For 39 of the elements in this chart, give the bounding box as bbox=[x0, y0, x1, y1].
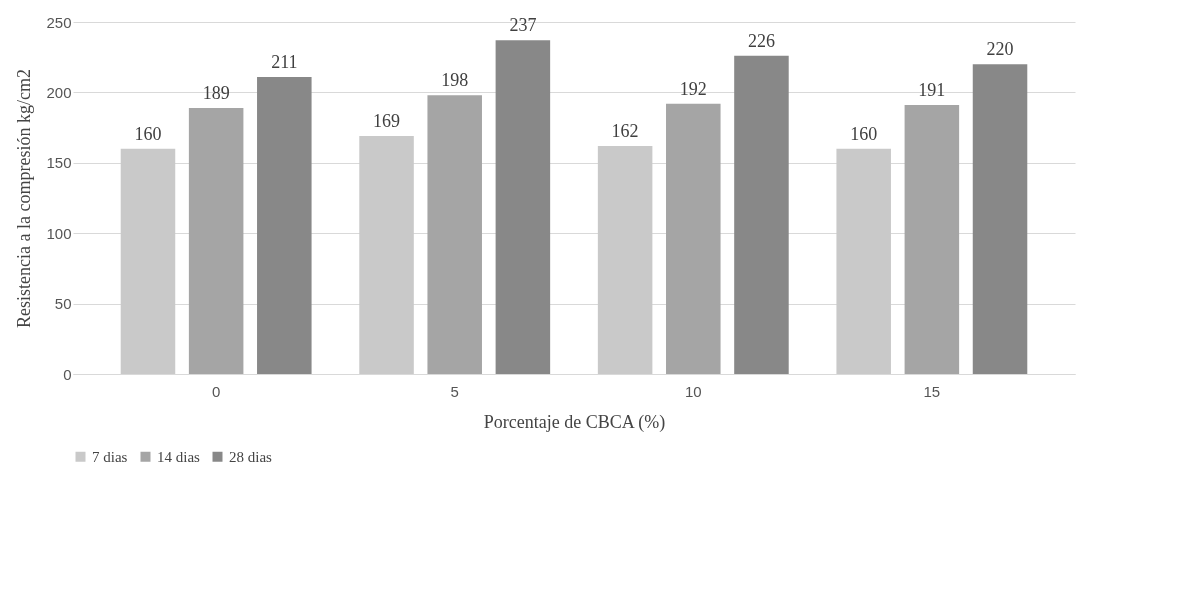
x-tick-label: 10 bbox=[684, 382, 702, 400]
data-label: 226 bbox=[747, 30, 775, 51]
x-tick-label: 15 bbox=[923, 382, 941, 400]
data-label: 220 bbox=[986, 39, 1014, 60]
y-axis-title: Resistencia a la compresión kg/cm2 bbox=[14, 69, 35, 328]
bar bbox=[972, 64, 1028, 374]
bar bbox=[597, 145, 653, 374]
bar bbox=[120, 148, 176, 374]
data-label: 160 bbox=[850, 123, 878, 144]
bar bbox=[359, 136, 414, 374]
data-label: 237 bbox=[509, 15, 537, 36]
bar bbox=[257, 76, 312, 374]
data-label: 192 bbox=[679, 78, 707, 99]
data-label: 189 bbox=[202, 82, 230, 103]
x-axis-title: Porcentaje de CBCA (%) bbox=[483, 411, 666, 433]
y-tick-label: 250 bbox=[46, 13, 72, 31]
bar bbox=[495, 40, 551, 374]
data-label: 211 bbox=[271, 51, 298, 72]
legend-label: 7 dias bbox=[92, 448, 128, 465]
y-tick-label: 150 bbox=[46, 154, 72, 172]
bar bbox=[904, 105, 960, 374]
x-tick-label: 5 bbox=[450, 382, 459, 400]
data-label: 169 bbox=[373, 111, 401, 132]
data-label: 191 bbox=[918, 80, 946, 101]
bar bbox=[666, 103, 721, 374]
x-tick-label: 0 bbox=[211, 382, 221, 400]
y-tick-label: 0 bbox=[63, 365, 72, 383]
bar bbox=[188, 107, 244, 374]
data-label: 162 bbox=[611, 120, 639, 141]
bar bbox=[734, 55, 789, 374]
legend-label: 28 dias bbox=[229, 448, 273, 465]
bar bbox=[427, 95, 482, 374]
y-tick-label: 50 bbox=[54, 295, 72, 313]
legend-label: 14 dias bbox=[157, 448, 201, 465]
y-tick-label: 100 bbox=[46, 224, 72, 242]
data-label: 160 bbox=[134, 123, 162, 144]
y-tick-label: 200 bbox=[46, 83, 72, 101]
bar bbox=[836, 148, 891, 374]
data-label: 198 bbox=[441, 70, 469, 91]
